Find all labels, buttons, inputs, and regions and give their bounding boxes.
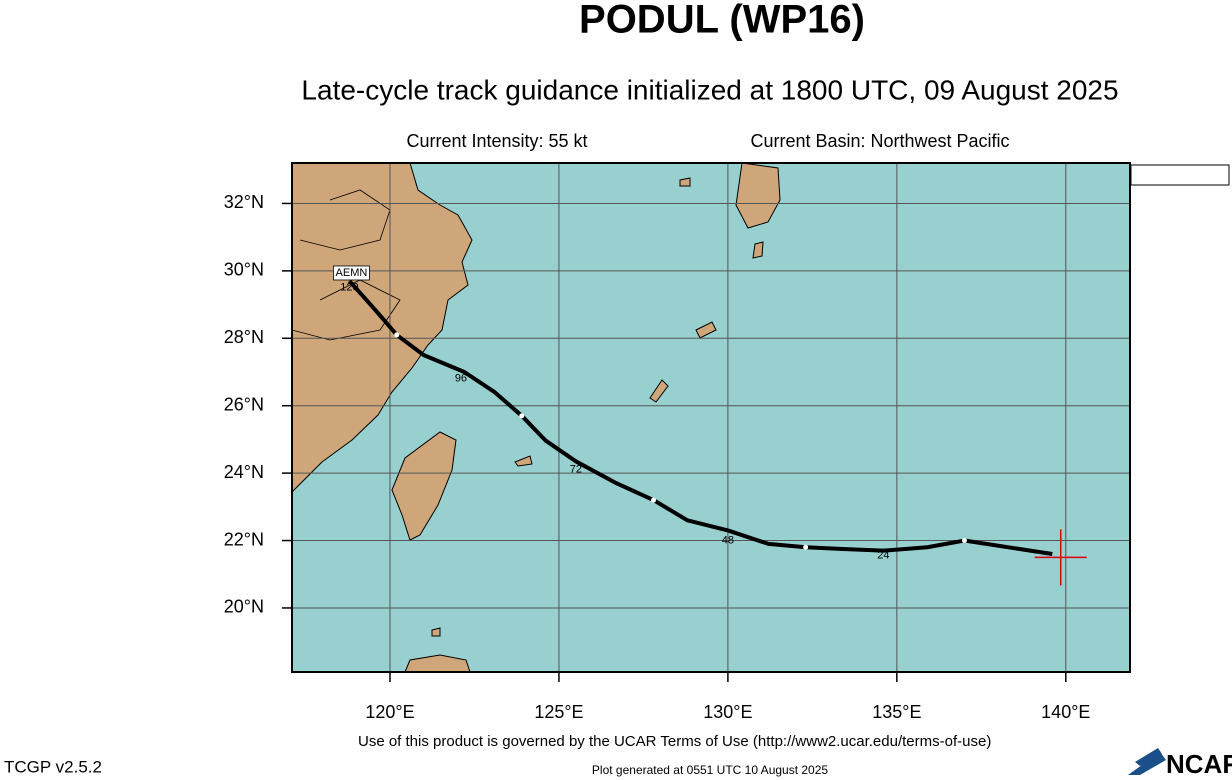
logo: NCAR: [1166, 749, 1232, 779]
basin: Current Basin: Northwest Pacific: [750, 131, 1009, 151]
track-marker: [961, 538, 967, 544]
hour-label: 48: [722, 534, 734, 546]
x-tick-label: 130°E: [703, 702, 752, 722]
hour-label: 72: [570, 464, 582, 476]
x-tick-label: 125°E: [534, 702, 583, 722]
track-line: [347, 279, 1053, 556]
track-marker: [803, 544, 809, 550]
y-tick-label: 22°N: [224, 529, 264, 549]
y-tick-label: 32°N: [224, 192, 264, 212]
hour-label: 24: [877, 550, 889, 562]
hour-label: 96: [455, 373, 467, 385]
x-tick-label: 120°E: [365, 702, 414, 722]
land: [292, 163, 781, 672]
track-label-box: [333, 265, 370, 281]
version: TCGP v2.5.2: [4, 757, 102, 776]
logo-mark: [1128, 748, 1166, 775]
y-tick-label: 30°N: [224, 260, 264, 280]
y-tick-label: 20°N: [224, 597, 264, 617]
plot-frame: [291, 162, 1131, 673]
y-tick-label: 28°N: [224, 327, 264, 347]
chart-title: PODUL (WP16): [579, 0, 865, 42]
subtitle: Late-cycle track guidance initialized at…: [301, 74, 1118, 105]
track-label: AEMN: [336, 267, 368, 279]
track-marker: [651, 497, 657, 503]
current-position: [1034, 529, 1087, 586]
track-marker: [519, 413, 525, 419]
y-tick-label: 24°N: [224, 462, 264, 482]
generated: Plot generated at 0551 UTC 10 August 202…: [592, 763, 828, 777]
hour-label: 120: [340, 282, 358, 294]
intensity: Current Intensity: 55 kt: [406, 131, 587, 151]
y-tick-label: 26°N: [224, 394, 264, 414]
legend-box: [1130, 164, 1230, 186]
x-tick-label: 140°E: [1041, 702, 1090, 722]
terms: Use of this product is governed by the U…: [358, 733, 991, 750]
x-tick-label: 135°E: [872, 702, 921, 722]
track-marker: [394, 332, 400, 338]
